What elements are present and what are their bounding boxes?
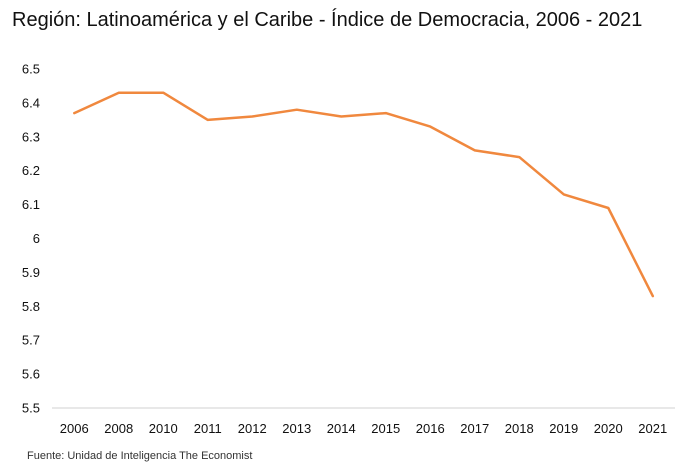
source-note: Fuente: Unidad de Inteligencia The Econo… — [27, 450, 253, 462]
x-tick-label: 2017 — [460, 421, 489, 436]
y-tick-label: 5.9 — [22, 265, 40, 280]
y-axis: 6.5 6.4 6.3 6.2 6.1 6 5.9 5.8 5.7 5.6 5.5 — [22, 62, 40, 416]
y-tick-label: 6.4 — [22, 95, 40, 110]
x-tick-label: 2018 — [505, 421, 534, 436]
x-tick-label: 2012 — [238, 421, 267, 436]
y-tick-label: 5.5 — [22, 401, 40, 416]
x-tick-label: 2008 — [104, 421, 133, 436]
y-tick-label: 6.1 — [22, 197, 40, 212]
y-tick-label: 6 — [33, 231, 40, 246]
y-tick-label: 5.7 — [22, 333, 40, 348]
x-tick-label: 2015 — [371, 421, 400, 436]
x-axis: 2006 2008 2010 2011 2012 2013 2014 2015 2016 2017… — [60, 421, 667, 436]
x-tick-label: 2013 — [282, 421, 311, 436]
x-tick-label: 2011 — [194, 421, 222, 436]
chart-title: Región: Latinoamérica y el Caribe - Índi… — [12, 9, 643, 31]
x-tick-label: 2021 — [638, 421, 667, 436]
y-tick-label: 6.3 — [22, 129, 40, 144]
x-tick-label: 2019 — [549, 421, 578, 436]
y-tick-label: 6.5 — [22, 62, 40, 77]
x-tick-label: 2010 — [149, 421, 178, 436]
y-tick-label: 6.2 — [22, 163, 40, 178]
x-tick-label: 2020 — [594, 421, 623, 436]
x-tick-label: 2016 — [416, 421, 445, 436]
y-tick-label: 5.6 — [22, 367, 40, 382]
y-tick-label: 5.8 — [22, 299, 40, 314]
series-layer — [73, 91, 655, 298]
x-tick-label: 2014 — [327, 421, 356, 436]
series-line — [73, 91, 655, 298]
x-tick-label: 2006 — [60, 421, 89, 436]
